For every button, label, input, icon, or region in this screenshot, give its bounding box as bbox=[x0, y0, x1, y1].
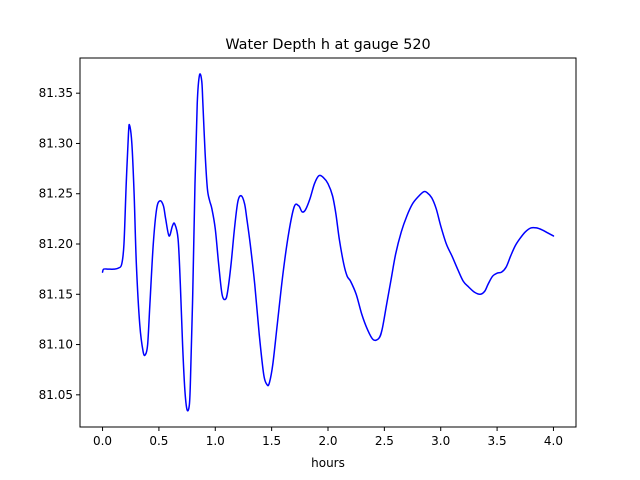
series-layer bbox=[101, 73, 555, 412]
y-tick-label: 81.10 bbox=[39, 338, 73, 352]
y-tick-label: 81.20 bbox=[39, 237, 73, 251]
x-tick-label: 3.0 bbox=[431, 434, 450, 448]
plot-frame bbox=[79, 57, 577, 428]
y-axis: 81.05 81.10 81.15 81.20 81.25 81.30 81.35 bbox=[39, 86, 80, 402]
x-tick-label: 0.5 bbox=[149, 434, 168, 448]
x-tick-label: 1.0 bbox=[206, 434, 225, 448]
y-tick-label: 81.35 bbox=[39, 86, 73, 100]
x-axis-label: hours bbox=[311, 456, 345, 470]
y-tick-label: 81.05 bbox=[39, 388, 73, 402]
y-tick-label: 81.30 bbox=[39, 136, 73, 150]
x-tick-label: 0.0 bbox=[93, 434, 112, 448]
x-tick-label: 1.5 bbox=[262, 434, 281, 448]
plot-area: 0.0 0.5 1.0 1.5 2.0 2.5 3.0 3.5 4.0 81.0581.1081… bbox=[39, 57, 577, 448]
x-tick-label: 3.5 bbox=[488, 434, 507, 448]
x-tick-label: 2.0 bbox=[318, 434, 337, 448]
y-tick-label: 81.25 bbox=[39, 187, 73, 201]
y-tick-label: 81.15 bbox=[39, 287, 73, 301]
x-tick-label: 2.5 bbox=[375, 434, 394, 448]
chart-title: Water Depth h at gauge 520 bbox=[225, 37, 430, 53]
x-tick-label: 4.0 bbox=[544, 434, 563, 448]
series-line-water-depth bbox=[101, 73, 555, 412]
x-axis: 0.0 0.5 1.0 1.5 2.0 2.5 3.0 3.5 4.0 bbox=[93, 427, 563, 448]
plot-background bbox=[80, 58, 576, 427]
